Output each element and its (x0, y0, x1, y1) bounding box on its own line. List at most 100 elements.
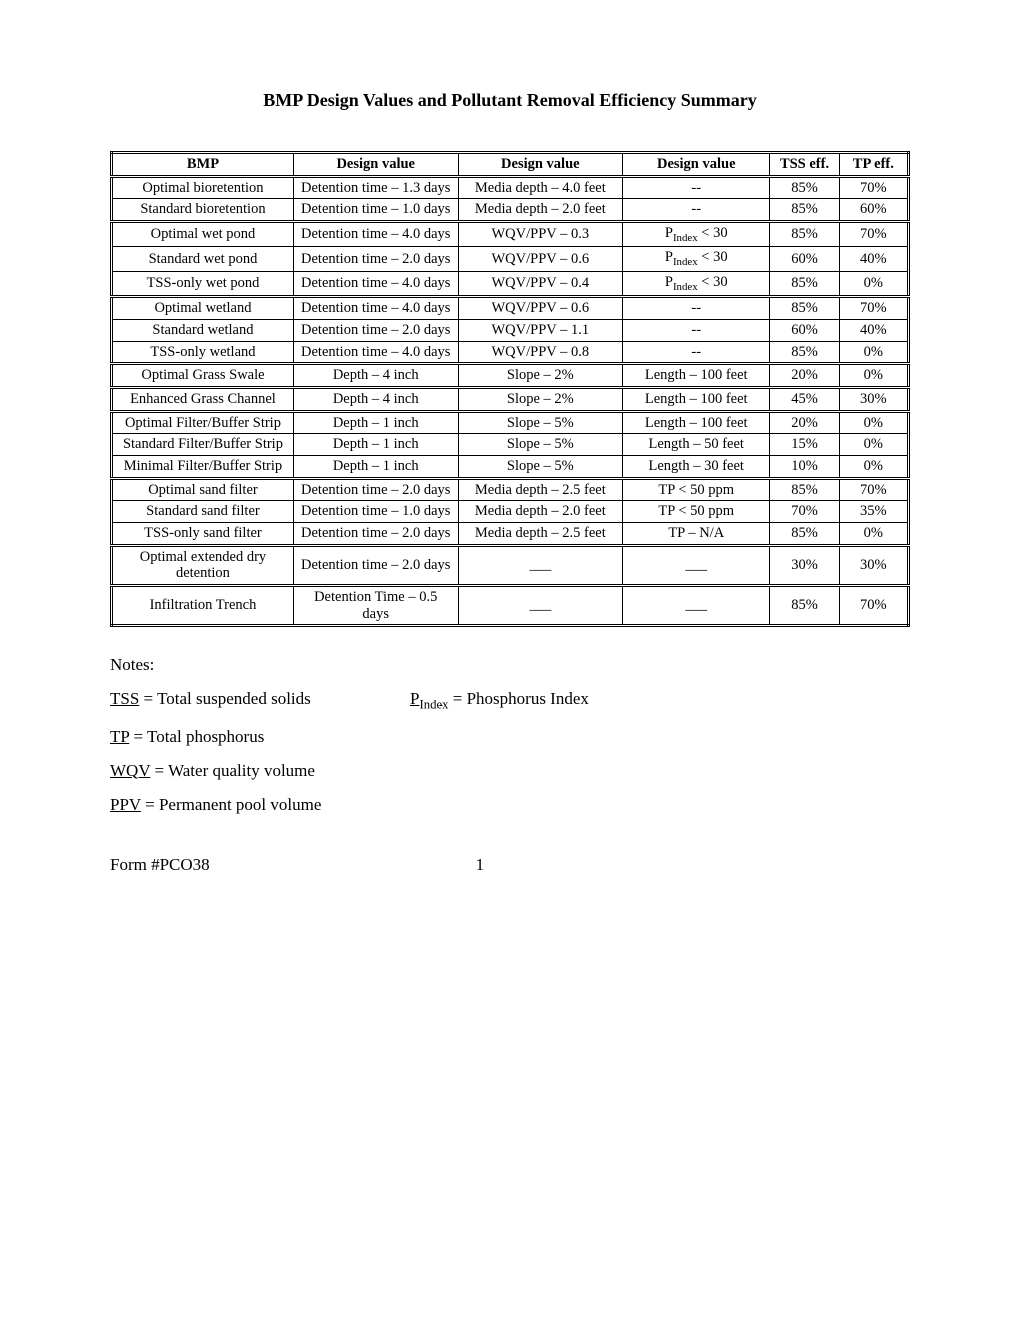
table-cell: Detention Time – 0.5 days (293, 585, 458, 625)
table-row: Standard sand filterDetention time – 1.0… (112, 501, 909, 523)
table-cell: Length – 30 feet (623, 455, 770, 478)
table-cell: Optimal bioretention (112, 176, 294, 199)
table-cell: WQV/PPV – 0.8 (458, 341, 623, 364)
table-row: Optimal bioretentionDetention time – 1.3… (112, 176, 909, 199)
table-cell: Standard Filter/Buffer Strip (112, 434, 294, 456)
table-cell: Standard bioretention (112, 199, 294, 222)
table-cell: 60% (770, 319, 839, 341)
table-row: Infiltration TrenchDetention Time – 0.5 … (112, 585, 909, 625)
table-cell: 0% (839, 271, 908, 296)
table-cell: Enhanced Grass Channel (112, 387, 294, 411)
table-cell: Optimal extended dry detention (112, 545, 294, 585)
table-cell: Media depth – 2.5 feet (458, 478, 623, 501)
table-cell: 85% (770, 222, 839, 247)
table-cell: Media depth – 2.0 feet (458, 199, 623, 222)
notes-section: Notes: TSS = Total suspended solidsPInde… (110, 655, 910, 814)
table-cell: 40% (839, 247, 908, 271)
table-cell: 70% (839, 297, 908, 320)
bmp-table: BMP Design value Design value Design val… (110, 151, 910, 627)
table-cell: ___ (458, 545, 623, 585)
table-cell: 0% (839, 411, 908, 434)
table-cell: 30% (839, 387, 908, 411)
table-cell: 70% (839, 585, 908, 625)
note-item: PPV = Permanent pool volume (110, 795, 910, 815)
col-dv1: Design value (293, 153, 458, 177)
table-cell: TSS-only sand filter (112, 522, 294, 545)
table-header-row: BMP Design value Design value Design val… (112, 153, 909, 177)
table-cell: Optimal wetland (112, 297, 294, 320)
table-row: Optimal sand filterDetention time – 2.0 … (112, 478, 909, 501)
table-cell: 0% (839, 341, 908, 364)
table-cell: ___ (458, 585, 623, 625)
table-cell: Detention time – 4.0 days (293, 271, 458, 296)
col-tp: TP eff. (839, 153, 908, 177)
table-section: Optimal Filter/Buffer StripDepth – 1 inc… (112, 411, 909, 478)
table-cell: PIndex < 30 (623, 271, 770, 296)
table-cell: Minimal Filter/Buffer Strip (112, 455, 294, 478)
table-cell: PIndex < 30 (623, 222, 770, 247)
table-cell: -- (623, 341, 770, 364)
table-cell: WQV/PPV – 1.1 (458, 319, 623, 341)
table-cell: 20% (770, 411, 839, 434)
table-cell: Detention time – 2.0 days (293, 247, 458, 271)
table-cell: Detention time – 4.0 days (293, 222, 458, 247)
table-row: Enhanced Grass ChannelDepth – 4 inchSlop… (112, 387, 909, 411)
table-cell: WQV/PPV – 0.4 (458, 271, 623, 296)
col-dv2: Design value (458, 153, 623, 177)
table-row: Optimal wetlandDetention time – 4.0 days… (112, 297, 909, 320)
table-cell: 20% (770, 364, 839, 388)
table-cell: Detention time – 4.0 days (293, 297, 458, 320)
table-cell: Standard sand filter (112, 501, 294, 523)
table-row: TSS-only wetlandDetention time – 4.0 day… (112, 341, 909, 364)
table-cell: Media depth – 2.5 feet (458, 522, 623, 545)
page-number: 1 (476, 855, 485, 875)
table-cell: 85% (770, 585, 839, 625)
table-cell: 40% (839, 319, 908, 341)
table-row: Standard wet pondDetention time – 2.0 da… (112, 247, 909, 271)
table-cell: Depth – 4 inch (293, 364, 458, 388)
table-cell: Standard wetland (112, 319, 294, 341)
table-cell: Detention time – 1.3 days (293, 176, 458, 199)
note-item: TP = Total phosphorus (110, 727, 910, 747)
note-item: TSS = Total suspended solidsPIndex = Pho… (110, 689, 910, 712)
table-cell: 85% (770, 341, 839, 364)
table-cell: 0% (839, 455, 908, 478)
table-cell: Detention time – 4.0 days (293, 341, 458, 364)
table-cell: 70% (839, 222, 908, 247)
table-row: Minimal Filter/Buffer StripDepth – 1 inc… (112, 455, 909, 478)
table-cell: 10% (770, 455, 839, 478)
table-cell: Media depth – 2.0 feet (458, 501, 623, 523)
table-cell: Optimal wet pond (112, 222, 294, 247)
table-cell: 15% (770, 434, 839, 456)
table-cell: 60% (770, 247, 839, 271)
table-row: Standard bioretentionDetention time – 1.… (112, 199, 909, 222)
table-cell: Length – 100 feet (623, 364, 770, 388)
table-cell: 35% (839, 501, 908, 523)
table-cell: Depth – 1 inch (293, 455, 458, 478)
table-cell: Length – 100 feet (623, 411, 770, 434)
table-cell: 0% (839, 434, 908, 456)
table-cell: 70% (770, 501, 839, 523)
table-row: Optimal Filter/Buffer StripDepth – 1 inc… (112, 411, 909, 434)
notes-heading: Notes: (110, 655, 910, 675)
table-cell: Length – 100 feet (623, 387, 770, 411)
note-item: WQV = Water quality volume (110, 761, 910, 781)
table-cell: Detention time – 2.0 days (293, 522, 458, 545)
table-cell: 85% (770, 199, 839, 222)
table-cell: PIndex < 30 (623, 247, 770, 271)
form-number: Form #PCO38 (110, 855, 210, 875)
table-cell: Slope – 5% (458, 434, 623, 456)
table-row: Optimal extended dry detentionDetention … (112, 545, 909, 585)
table-cell: -- (623, 176, 770, 199)
table-cell: Depth – 1 inch (293, 411, 458, 434)
table-row: Standard wetlandDetention time – 2.0 day… (112, 319, 909, 341)
table-section: Optimal wet pondDetention time – 4.0 day… (112, 222, 909, 297)
table-cell: WQV/PPV – 0.3 (458, 222, 623, 247)
table-row: TSS-only sand filterDetention time – 2.0… (112, 522, 909, 545)
table-section: Enhanced Grass ChannelDepth – 4 inchSlop… (112, 387, 909, 411)
table-cell: TP < 50 ppm (623, 501, 770, 523)
table-section: Optimal extended dry detentionDetention … (112, 545, 909, 585)
table-cell: Detention time – 2.0 days (293, 545, 458, 585)
table-cell: Slope – 5% (458, 411, 623, 434)
table-cell: Media depth – 4.0 feet (458, 176, 623, 199)
